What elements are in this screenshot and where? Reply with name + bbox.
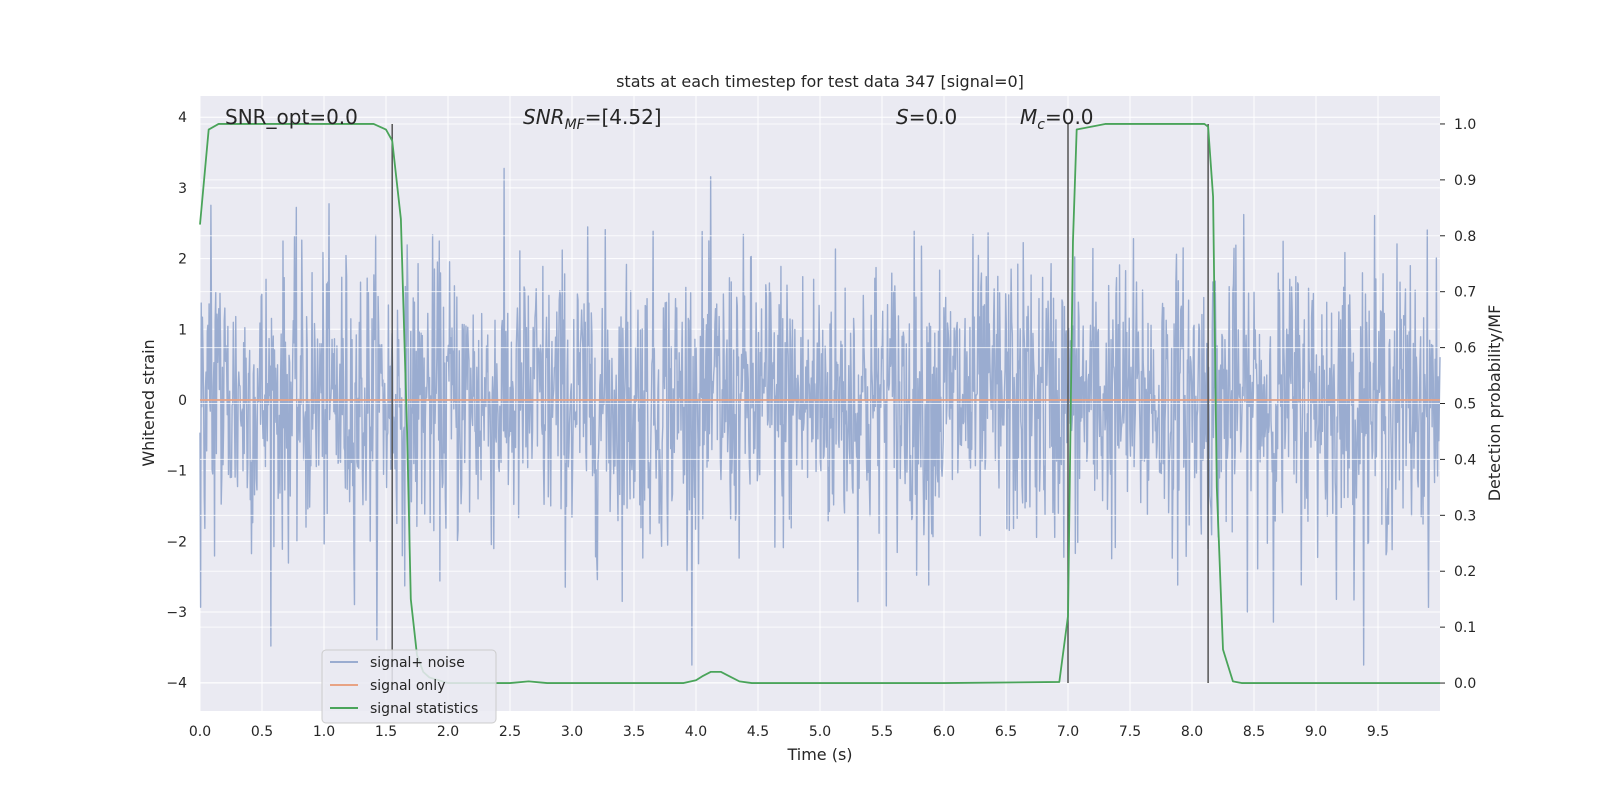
y2-tick-label: 0.1 bbox=[1454, 620, 1476, 636]
y2-tick-label: 0.0 bbox=[1454, 676, 1476, 692]
y-tick-label: 4 bbox=[178, 110, 187, 126]
legend-label-statistics: signal statistics bbox=[370, 701, 478, 717]
y2-tick-labels: 0.0 0.1 0.2 0.3 0.4 0.5 0.6 0.7 0.8 0.9 1.0 bbox=[1440, 117, 1476, 692]
x-axis-title: Time (s) bbox=[786, 745, 852, 764]
x-tick-label: 8.0 bbox=[1181, 724, 1203, 740]
legend: signal+ noise signal only signal statist… bbox=[321, 649, 497, 724]
y-tick-label: 3 bbox=[178, 181, 187, 197]
signal-statistics-line bbox=[199, 123, 1440, 684]
y2-tick-label: 0.7 bbox=[1454, 285, 1476, 301]
x-tick-label: 9.0 bbox=[1305, 724, 1327, 740]
s-main: S bbox=[896, 105, 909, 129]
x-tick-label: 3.0 bbox=[561, 724, 583, 740]
y-tick-label: −2 bbox=[166, 534, 187, 550]
y-tick-label: 0 bbox=[178, 393, 187, 409]
y2-tick-label: 0.5 bbox=[1454, 397, 1476, 413]
noise-line bbox=[199, 167, 1441, 666]
x-tick-label: 7.5 bbox=[1119, 724, 1141, 740]
annotation-snr-opt: SNR_opt=0.0 bbox=[225, 105, 358, 129]
y-tick-label: 1 bbox=[178, 322, 187, 338]
x-tick-label: 4.5 bbox=[747, 724, 769, 740]
y-tick-label: −4 bbox=[166, 676, 187, 692]
x-tick-label: 9.5 bbox=[1367, 724, 1389, 740]
y2-axis-title: Detection probability/MF bbox=[1485, 305, 1504, 502]
x-tick-label: 8.5 bbox=[1243, 724, 1265, 740]
noise-series bbox=[199, 167, 1441, 666]
annotation-s: S=0.0 bbox=[896, 105, 957, 129]
x-tick-label: 6.0 bbox=[933, 724, 955, 740]
s-val: =0.0 bbox=[909, 105, 958, 129]
signal-statistics-series bbox=[199, 123, 1440, 684]
y2-tick-label: 0.4 bbox=[1454, 452, 1476, 468]
mc-sub: c bbox=[1037, 117, 1045, 133]
x-tick-label: 1.5 bbox=[375, 724, 397, 740]
x-tick-label: 3.5 bbox=[623, 724, 645, 740]
y-axis-title: Whitened strain bbox=[139, 339, 158, 466]
x-tick-label: 1.0 bbox=[313, 724, 335, 740]
x-tick-label: 7.0 bbox=[1057, 724, 1079, 740]
x-tick-labels: 0.0 0.5 1.0 1.5 2.0 2.5 3.0 3.5 4.0 4.5 5.0 5.5 6.0 6… bbox=[189, 724, 1389, 740]
snr-mf-val: =[4.52] bbox=[585, 105, 662, 129]
chart-title: stats at each timestep for test data 347… bbox=[616, 72, 1024, 91]
legend-box bbox=[321, 649, 497, 724]
mc-main: M bbox=[1020, 105, 1037, 129]
snr-mf-sub: MF bbox=[565, 117, 586, 133]
x-tick-label: 6.5 bbox=[995, 724, 1017, 740]
mc-val: =0.0 bbox=[1045, 105, 1094, 129]
x-tick-label: 4.0 bbox=[685, 724, 707, 740]
x-tick-label: 2.5 bbox=[499, 724, 521, 740]
snr-mf-main: SNR bbox=[523, 105, 565, 129]
y2-tick-label: 0.3 bbox=[1454, 508, 1476, 524]
y-tick-labels: −4 −3 −2 −1 0 1 2 3 4 bbox=[166, 110, 187, 692]
annotation-mc: Mc=0.0 bbox=[1020, 105, 1094, 133]
x-tick-label: 2.0 bbox=[437, 724, 459, 740]
x-tick-label: 0.0 bbox=[189, 724, 211, 740]
y2-tick-label: 0.9 bbox=[1454, 173, 1476, 189]
y2-tick-label: 0.8 bbox=[1454, 229, 1476, 245]
annotation-snr-mf: SNRMF=[4.52] bbox=[523, 105, 662, 133]
x-tick-label: 5.5 bbox=[871, 724, 893, 740]
y-tick-label: −1 bbox=[166, 464, 187, 480]
y2-tick-label: 1.0 bbox=[1454, 117, 1476, 133]
legend-label-noise: signal+ noise bbox=[370, 655, 465, 671]
x-tick-label: 5.0 bbox=[809, 724, 831, 740]
y2-tick-label: 0.2 bbox=[1454, 564, 1476, 580]
legend-label-signal: signal only bbox=[370, 678, 445, 694]
x-tick-label: 0.5 bbox=[251, 724, 273, 740]
y-tick-label: 2 bbox=[178, 252, 187, 268]
y2-tick-label: 0.6 bbox=[1454, 341, 1476, 357]
y-tick-label: −3 bbox=[166, 605, 187, 621]
